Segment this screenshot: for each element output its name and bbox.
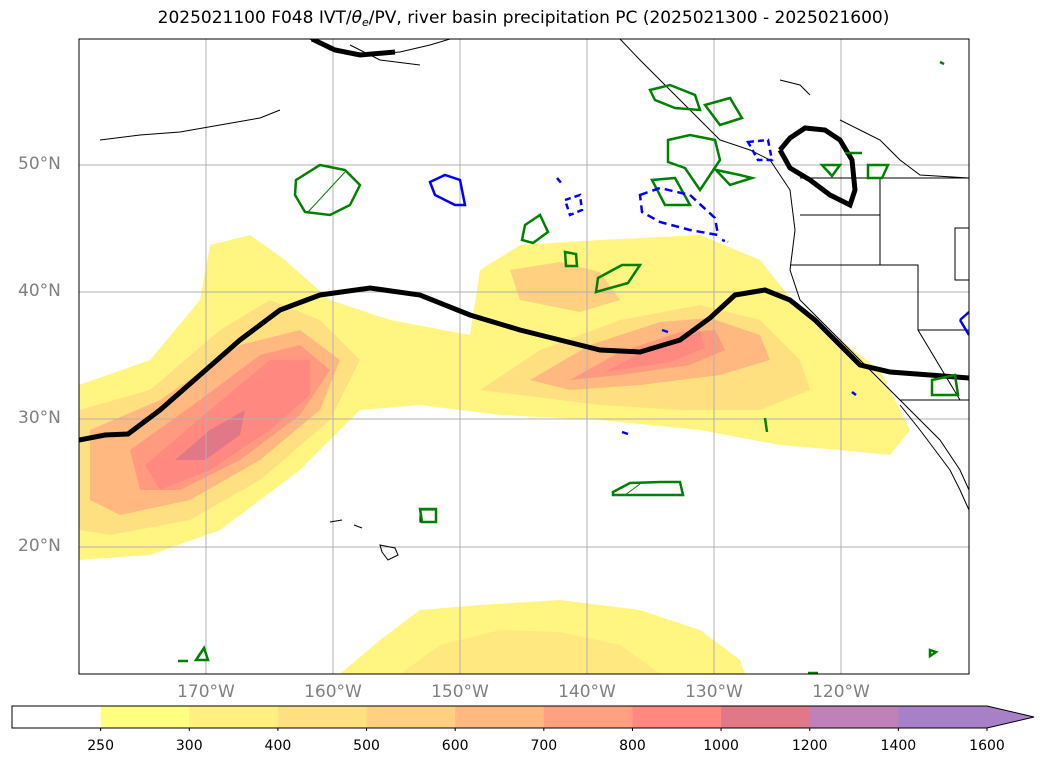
colorbar-tick-label: 500 bbox=[353, 738, 380, 754]
lon-label-120w: 120°W bbox=[812, 682, 870, 702]
lon-label-160w: 160°W bbox=[304, 682, 362, 702]
ivt-shading bbox=[79, 235, 910, 674]
colorbar-frame bbox=[11, 705, 1035, 729]
graticule bbox=[79, 39, 969, 674]
pv-contour-main bbox=[79, 285, 969, 443]
colorbar-tick-label: 600 bbox=[441, 738, 469, 754]
colorbar-swatch bbox=[277, 706, 368, 728]
colorbar-tick-label: 800 bbox=[619, 738, 646, 754]
lat-label-20: 20°N bbox=[18, 536, 61, 556]
colorbar-swatch bbox=[100, 706, 190, 728]
colorbar bbox=[11, 705, 1035, 731]
colorbar-extend-arrow bbox=[987, 706, 1034, 728]
lon-label-150w: 150°W bbox=[431, 682, 489, 702]
map-frame bbox=[78, 38, 970, 675]
colorbar-swatch bbox=[189, 706, 279, 728]
colorbar-tick-label: 250 bbox=[87, 738, 114, 754]
lon-label-170w: 170°W bbox=[177, 682, 235, 702]
colorbar-tick-label: 400 bbox=[264, 738, 292, 754]
colorbar-swatch bbox=[632, 706, 722, 728]
colorbar-swatch bbox=[455, 706, 545, 728]
colorbar-swatch bbox=[898, 706, 988, 728]
colorbar-swatch bbox=[366, 706, 456, 728]
precip-negative-contours bbox=[428, 138, 969, 436]
lon-label-130w: 130°W bbox=[685, 682, 743, 702]
colorbar-tick-label: 1200 bbox=[791, 738, 828, 754]
ivt-band-south-2 bbox=[400, 630, 660, 674]
colorbar-tick-label: 300 bbox=[175, 738, 203, 754]
pv-contour-top bbox=[310, 39, 396, 58]
colorbar-tick-label: 1000 bbox=[703, 738, 739, 754]
lat-label-50: 50°N bbox=[18, 154, 61, 174]
colorbar-tick-label: 1600 bbox=[969, 738, 1005, 754]
pv-contour-north bbox=[777, 125, 858, 209]
colorbar-swatch bbox=[12, 706, 102, 728]
ivt-core-west-4 bbox=[175, 410, 245, 460]
colorbar-swatch bbox=[721, 706, 811, 728]
colorbar-swatch bbox=[809, 706, 899, 728]
ivt-band-east-1 bbox=[510, 262, 620, 312]
precip-positive-contours bbox=[178, 60, 960, 674]
colorbar-swatch bbox=[543, 706, 633, 728]
map-canvas bbox=[78, 38, 970, 675]
lat-label-40: 40°N bbox=[18, 281, 61, 301]
colorbar-tick-label: 1400 bbox=[880, 738, 917, 754]
colorbar-tick-label: 700 bbox=[530, 738, 558, 754]
lat-label-30: 30°N bbox=[18, 408, 61, 428]
lon-label-140w: 140°W bbox=[558, 682, 616, 702]
figure-title: 2025021100 F048 IVT/θe/PV, river basin p… bbox=[157, 8, 890, 29]
